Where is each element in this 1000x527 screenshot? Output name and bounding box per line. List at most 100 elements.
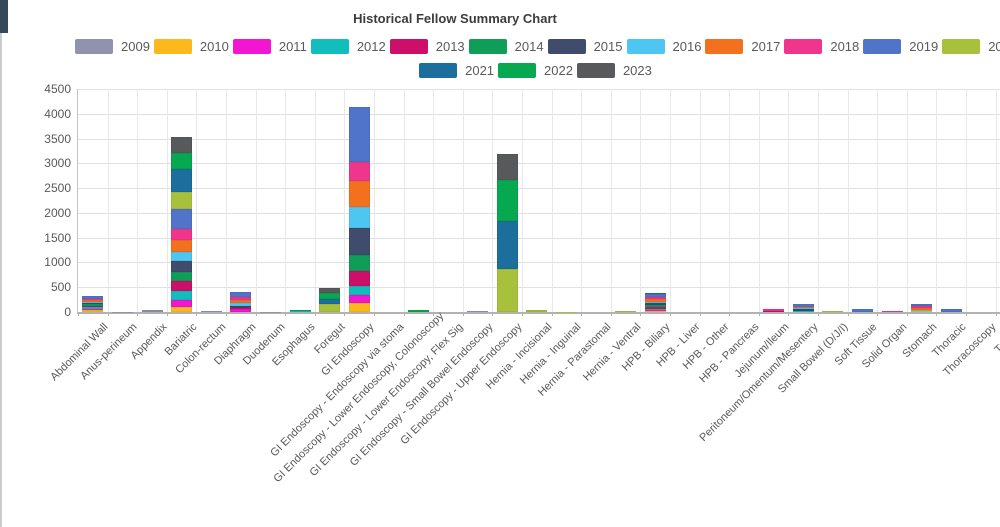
bar-segment-2022[interactable] — [171, 153, 193, 170]
legend-item-2009[interactable]: 2009 — [75, 39, 150, 54]
bar-segment-2013[interactable] — [644, 307, 666, 309]
bar-segment-2019[interactable] — [851, 309, 873, 312]
bar-segment-2015[interactable] — [230, 305, 252, 308]
bar-segment-2010[interactable] — [171, 307, 193, 312]
legend-item-2011[interactable]: 2011 — [232, 39, 307, 54]
bar-segment-2013[interactable] — [763, 311, 785, 312]
legend-item-2019[interactable]: 2019 — [863, 39, 938, 54]
bar-segment-2013[interactable] — [230, 307, 252, 310]
legend-item-2022[interactable]: 2022 — [498, 63, 573, 78]
legend-item-2015[interactable]: 2015 — [547, 39, 623, 54]
bar-segment-2021[interactable] — [496, 221, 518, 269]
bar-segment-2014[interactable] — [348, 254, 370, 271]
bar-segment-2022[interactable] — [496, 179, 518, 222]
bar-segment-2013[interactable] — [82, 305, 104, 308]
bar-segment-2014[interactable] — [644, 305, 666, 308]
bar-segment-2019[interactable] — [792, 304, 814, 307]
bar-segment-2020[interactable] — [496, 268, 518, 312]
legend-item-2023[interactable]: 2023 — [576, 63, 652, 78]
bar-segment-2015[interactable] — [289, 309, 311, 311]
bar-segment-2022[interactable] — [319, 293, 341, 300]
bar-segment-2017[interactable] — [171, 239, 193, 252]
bar-segment-2019[interactable] — [230, 292, 252, 297]
bar-segment-2020[interactable] — [319, 303, 341, 312]
bar-segment-2020[interactable] — [822, 311, 844, 312]
bar-segment-2018[interactable] — [348, 161, 370, 182]
bar-segment-2016[interactable] — [230, 303, 252, 306]
bar-segment-2015[interactable] — [171, 261, 193, 272]
bar-segment-2017[interactable] — [644, 299, 666, 302]
bar-segment-2019[interactable] — [644, 294, 666, 298]
bar-segment-2023[interactable] — [496, 154, 518, 180]
bar-segment-2015[interactable] — [792, 309, 814, 311]
bar-segment-2012[interactable] — [171, 290, 193, 301]
bar-segment-2017[interactable] — [82, 300, 104, 302]
bar-segment-2017[interactable] — [230, 299, 252, 304]
bar-segment-2016[interactable] — [171, 251, 193, 261]
bar-segment-2019[interactable] — [171, 209, 193, 230]
legend-item-2014[interactable]: 2014 — [468, 39, 544, 54]
bar-segment-2018[interactable] — [763, 309, 785, 312]
bar-segment-2023[interactable] — [615, 310, 637, 312]
bar-segment-2010[interactable] — [644, 310, 666, 312]
bar-segment-2015[interactable] — [82, 302, 104, 305]
bar-segment-2020[interactable] — [526, 310, 548, 312]
bar-segment-2018[interactable] — [644, 297, 666, 300]
bar-segment-2011[interactable] — [348, 294, 370, 304]
legend-item-2010[interactable]: 2010 — [153, 39, 229, 54]
bar-segment-2023[interactable] — [319, 288, 341, 294]
bar-segment-2019[interactable] — [82, 296, 104, 299]
bar-segment-2021[interactable] — [171, 169, 193, 192]
bar-segment-2009[interactable] — [141, 310, 163, 312]
bar-segment-2015[interactable] — [644, 303, 666, 306]
bar-segment-2010[interactable] — [348, 303, 370, 312]
bar-segment-2013[interactable] — [348, 270, 370, 287]
bar-segment-2010[interactable] — [82, 310, 104, 312]
bar-segment-2019[interactable] — [911, 303, 933, 306]
bar-segment-2018[interactable] — [82, 298, 104, 301]
bar-segment-2011[interactable] — [171, 300, 193, 308]
bar-segment-2012[interactable] — [792, 310, 814, 312]
bar-segment-2017[interactable] — [911, 307, 933, 310]
bar-segment-2010[interactable] — [911, 311, 933, 312]
bar-segment-2012[interactable] — [348, 286, 370, 295]
bar-segment-2011[interactable] — [82, 308, 104, 311]
bar-segment-2014[interactable] — [82, 304, 104, 306]
bar-segment-2014[interactable] — [289, 310, 311, 312]
bar-segment-2016[interactable] — [792, 308, 814, 310]
bar-segment-2016[interactable] — [82, 301, 104, 303]
bar-segment-2013[interactable] — [171, 281, 193, 291]
bar-segment-2016[interactable] — [644, 301, 666, 304]
legend-item-2013[interactable]: 2013 — [389, 39, 465, 54]
bar-segment-2017[interactable] — [792, 306, 814, 309]
bar-segment-2018[interactable] — [171, 229, 193, 240]
bar-segment-2022[interactable] — [407, 309, 429, 312]
bar-segment-2019[interactable] — [348, 106, 370, 162]
bar-segment-2016[interactable] — [348, 207, 370, 228]
bar-segment-2021[interactable] — [644, 292, 666, 295]
bar-segment-2011[interactable] — [644, 309, 666, 311]
bar-segment-2019[interactable] — [940, 308, 962, 312]
bar-segment-2016[interactable] — [911, 309, 933, 312]
bar-segment-2018[interactable] — [881, 311, 903, 312]
bar-segment-2020[interactable] — [171, 191, 193, 210]
bar-segment-2021[interactable] — [319, 299, 341, 304]
legend-item-2018[interactable]: 2018 — [784, 39, 859, 54]
bar-segment-2017[interactable] — [348, 181, 370, 208]
bar-segment-2011[interactable] — [230, 309, 252, 312]
bar-segment-2014[interactable] — [171, 271, 193, 282]
bar-segment-2018[interactable] — [911, 305, 933, 308]
bar-segment-2009[interactable] — [467, 311, 489, 312]
bar-segment-2012[interactable] — [82, 307, 104, 309]
bar-segment-2023[interactable] — [171, 136, 193, 154]
bar-segment-2009[interactable] — [200, 310, 222, 312]
legend-item-2016[interactable]: 2016 — [626, 39, 701, 54]
bar-segment-2020[interactable] — [615, 311, 637, 312]
legend-item-2017[interactable]: 2017 — [705, 39, 780, 54]
bar-segment-2012[interactable] — [644, 308, 666, 310]
bar-segment-2012[interactable] — [289, 311, 311, 312]
bar-segment-2015[interactable] — [348, 227, 370, 255]
bar-segment-2018[interactable] — [230, 296, 252, 300]
legend-item-2021[interactable]: 2021 — [419, 63, 494, 78]
